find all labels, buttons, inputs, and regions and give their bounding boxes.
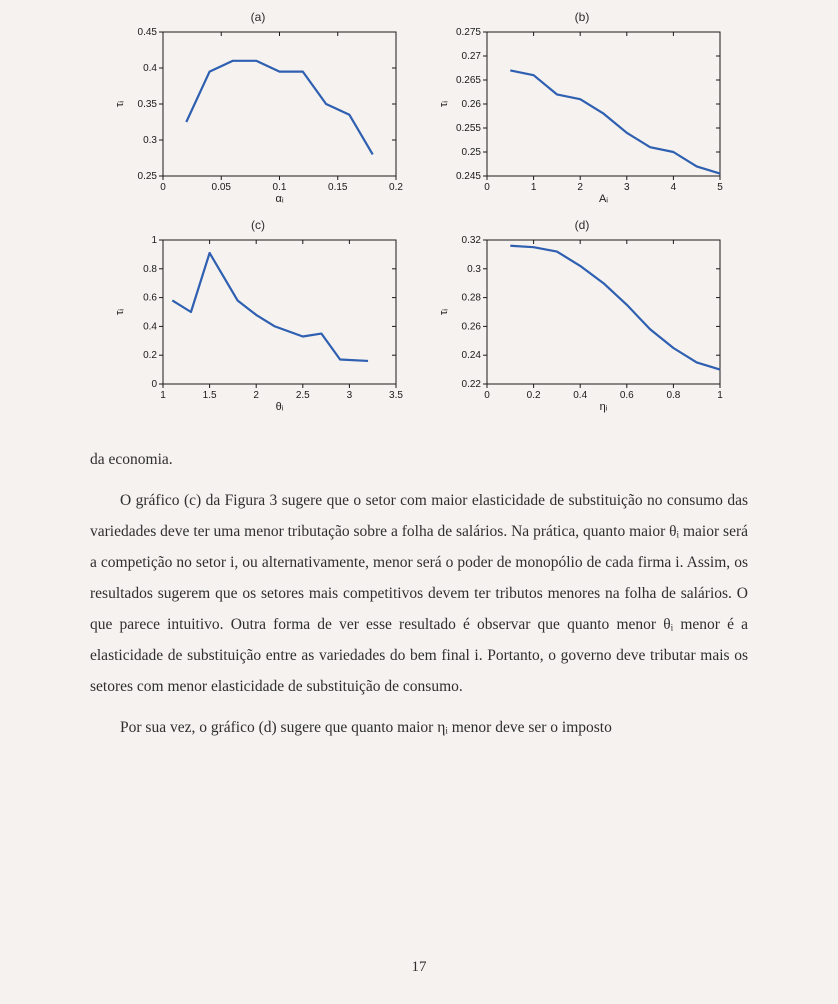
chart-a-title: (a) (251, 10, 266, 24)
svg-text:0.265: 0.265 (455, 75, 480, 86)
chart-grid: (a) 00.050.10.150.20.250.30.350.40.45αᵢτ… (110, 10, 730, 414)
svg-text:0.6: 0.6 (143, 293, 157, 304)
svg-text:αᵢ: αᵢ (275, 193, 283, 205)
chart-d: (d) 0 0.2 0.4 0.6 0.8 1 0.22 0.24 0.26 0.28 0.3 0.3… (434, 218, 730, 414)
svg-text:0.25: 0.25 (461, 147, 481, 158)
page-number: 17 (0, 959, 838, 976)
svg-text:0.1: 0.1 (272, 182, 286, 193)
svg-text:2.5: 2.5 (295, 390, 309, 401)
svg-text:0.4: 0.4 (573, 390, 587, 401)
svg-text:0.8: 0.8 (666, 390, 680, 401)
svg-text:0: 0 (151, 379, 157, 390)
svg-text:0.22: 0.22 (461, 379, 481, 390)
svg-text:0: 0 (484, 182, 490, 193)
chart-b-title: (b) (575, 10, 590, 24)
chart-c-title: (c) (251, 218, 265, 232)
svg-text:0: 0 (484, 390, 490, 401)
svg-text:2: 2 (253, 390, 259, 401)
svg-text:1: 1 (530, 182, 536, 193)
svg-text:3: 3 (624, 182, 630, 193)
svg-text:0.28: 0.28 (461, 293, 481, 304)
svg-text:Aᵢ: Aᵢ (598, 193, 607, 205)
svg-text:0.3: 0.3 (467, 264, 481, 275)
svg-text:0: 0 (160, 182, 166, 193)
svg-text:0.05: 0.05 (211, 182, 231, 193)
svg-text:τᵢ: τᵢ (438, 101, 450, 107)
chart-d-title: (d) (575, 218, 590, 232)
svg-text:2: 2 (577, 182, 583, 193)
svg-text:0.26: 0.26 (461, 99, 481, 110)
svg-text:1: 1 (151, 235, 157, 246)
svg-text:0.275: 0.275 (455, 27, 480, 38)
svg-text:0.2: 0.2 (143, 350, 157, 361)
svg-text:0.27: 0.27 (461, 51, 481, 62)
svg-text:0.26: 0.26 (461, 321, 481, 332)
svg-text:τᵢ: τᵢ (438, 309, 450, 315)
svg-text:0.2: 0.2 (389, 182, 403, 193)
body-text: da economia. O gráfico (c) da Figura 3 s… (90, 444, 748, 743)
svg-text:0.15: 0.15 (328, 182, 348, 193)
paragraph-1: O gráfico (c) da Figura 3 sugere que o s… (90, 485, 748, 702)
paragraph-2: Por sua vez, o gráfico (d) sugere que qu… (90, 712, 748, 743)
svg-text:0.6: 0.6 (619, 390, 633, 401)
svg-text:0.45: 0.45 (137, 27, 157, 38)
chart-b: (b) 0 1 2 3 4 5 0.245 0.25 0.255 0.26 0.265 0.27 0.2… (434, 10, 730, 206)
svg-text:3: 3 (346, 390, 352, 401)
svg-text:0.2: 0.2 (526, 390, 540, 401)
svg-text:ηᵢ: ηᵢ (599, 401, 607, 413)
svg-text:0.8: 0.8 (143, 264, 157, 275)
svg-text:0.245: 0.245 (455, 171, 480, 182)
svg-text:3.5: 3.5 (389, 390, 403, 401)
svg-text:0.4: 0.4 (143, 321, 157, 332)
svg-text:τᵢ: τᵢ (114, 309, 126, 315)
svg-text:0.3: 0.3 (143, 135, 157, 146)
svg-text:0.35: 0.35 (137, 99, 157, 110)
svg-text:0.4: 0.4 (143, 63, 157, 74)
svg-text:1: 1 (160, 390, 166, 401)
svg-text:4: 4 (670, 182, 676, 193)
paragraph-fragment: da economia. (90, 444, 748, 475)
svg-text:1: 1 (717, 390, 723, 401)
svg-text:θᵢ: θᵢ (275, 401, 283, 413)
svg-text:τᵢ: τᵢ (114, 101, 126, 107)
svg-text:0.25: 0.25 (137, 171, 157, 182)
svg-text:1.5: 1.5 (202, 390, 216, 401)
svg-text:0.255: 0.255 (455, 123, 480, 134)
chart-a: (a) 0 0.05 0.1 0.15 0.2 0.25 0.3 0.35 0.4 0.45 αᵢ τ… (110, 10, 406, 206)
svg-text:0.24: 0.24 (461, 350, 481, 361)
chart-c: (c) 1 1.5 2 2.5 3 3.5 0 0.2 0.4 0.6 0.8 1 θᵢ τᵢ (110, 218, 406, 414)
svg-text:0.32: 0.32 (461, 235, 481, 246)
svg-text:5: 5 (717, 182, 723, 193)
